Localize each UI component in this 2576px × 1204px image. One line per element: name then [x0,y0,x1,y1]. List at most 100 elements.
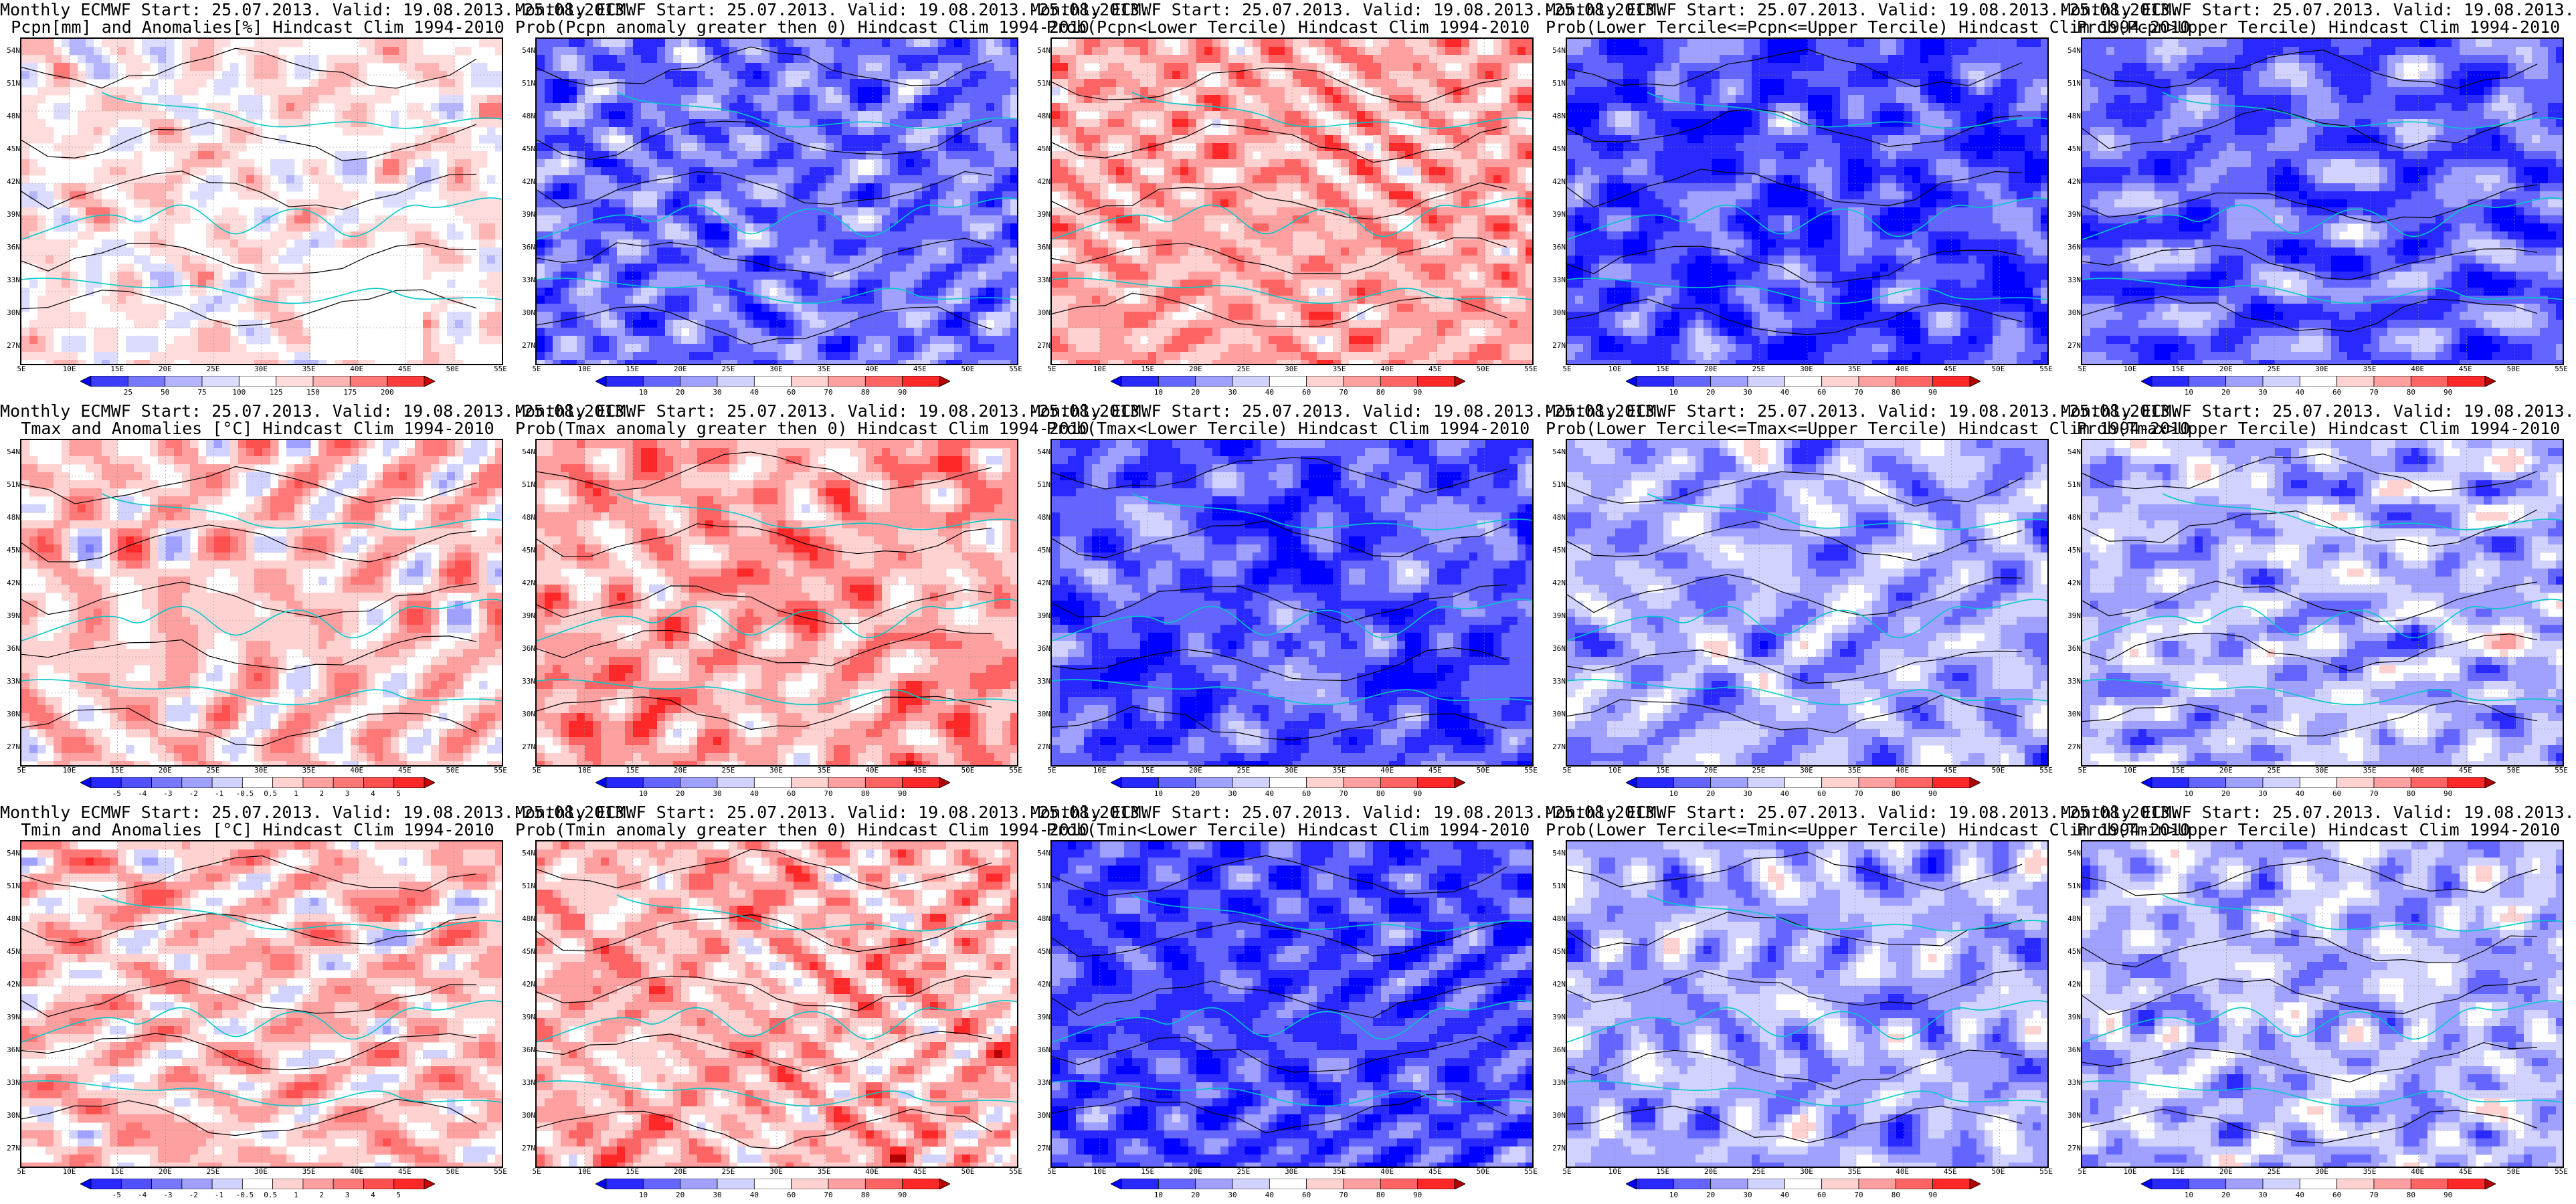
longitude-label: 45E [913,1168,927,1176]
map-panel: Monthly ECMWF Start: 25.07.2013. Valid: … [1546,401,2190,803]
latitude-label: 33N [1030,276,1050,284]
panel-title-line2: Tmin and Anomalies [°C] Hindcast Clim 19… [0,821,515,839]
longitude-label: 30E [1285,1168,1298,1176]
color-bar-tick-label: 10 [1669,389,1678,397]
longitude-label: 30E [769,365,783,373]
longitude-label: 45E [2459,767,2472,775]
latitude-label: 48N [1030,514,1050,522]
longitude-label: 45E [1429,1168,1442,1176]
color-bar-tick-label: 40 [2296,1191,2304,1199]
longitude-label: 30E [1800,365,1813,373]
color-bar-swatches [1626,1179,1981,1189]
longitude-label: 30E [254,767,268,775]
latitude-label: 39N [1030,1013,1050,1021]
latitude-label: 27N [2061,743,2081,751]
latitude-label: 30N [2061,710,2081,718]
longitude-label: 55E [1524,1168,1538,1176]
color-bar-tick-label: 80 [1892,790,1900,798]
longitude-label: 15E [110,1168,124,1176]
latitude-label: 30N [2061,309,2081,317]
longitude-label: 10E [1608,365,1622,373]
longitude-label: 25E [1752,1168,1765,1176]
longitude-label: 10E [1093,365,1107,373]
longitude-label: 25E [2267,767,2280,775]
color-bar-tick-label: 60 [1302,790,1311,798]
longitude-label: 20E [1704,767,1718,775]
color-bar [1626,777,1981,788]
longitude-label: 30E [254,365,268,373]
map-area [535,840,1018,1168]
color-bar-tick-label: 0.5 [264,1191,277,1199]
color-bar-tick-label: -0.5 [236,790,254,798]
color-bar-tick-label: 40 [1265,389,1274,397]
longitude-label: 25E [206,1168,219,1176]
longitude-label: 55E [2555,1168,2568,1176]
longitude-label: 10E [2124,365,2137,373]
latitude-label: 33N [515,1079,535,1087]
map-area [535,439,1018,767]
latitude-label: 54N [1546,849,1566,858]
color-bar-tick-label: 60 [1817,389,1826,397]
longitude-label: 40E [865,767,879,775]
color-bar-tick-label: 30 [713,790,721,798]
longitude-label: 50E [1991,365,2005,373]
color-bar-tick-label: 1 [294,790,298,798]
color-bar-tick-label: 40 [750,790,759,798]
longitude-label: 35E [1333,767,1346,775]
latitude-label: 33N [0,1079,20,1087]
latitude-label: 30N [0,710,20,718]
latitude-label: 51N [0,882,20,890]
longitude-label: 15E [626,1168,639,1176]
latitude-label: 27N [1546,743,1566,751]
latitude-label: 39N [0,612,20,620]
longitude-label: 10E [1093,767,1107,775]
longitude-label: 25E [206,365,219,373]
latitude-label: 54N [1030,849,1050,858]
color-bar-tick-label: 80 [861,790,870,798]
color-bar-tick-label: 80 [1892,1191,1900,1199]
latitude-label: 42N [1030,579,1050,587]
longitude-label: 50E [2506,365,2520,373]
longitude-label: 50E [446,365,459,373]
panel-title-line2: Prob(Tmax anomaly greater then 0) Hindca… [515,420,1089,437]
map-area [2081,439,2564,767]
latitude-label: 27N [515,342,535,350]
color-bar-tick-label: -3 [163,1191,172,1199]
longitude-label: 45E [2459,365,2472,373]
map-panel: Monthly ECMWF Start: 25.07.2013. Valid: … [0,401,634,803]
longitude-label: 55E [1524,365,1538,373]
longitude-label: 40E [1896,365,1909,373]
color-bar [1626,1179,1981,1189]
longitude-label: 10E [578,767,591,775]
color-bar-tick-label: 20 [1191,790,1200,798]
longitude-label: 55E [2555,767,2568,775]
longitude-label: 20E [2219,1168,2233,1176]
longitude-label: 55E [2039,365,2053,373]
color-bar-tick-label: 70 [1339,1191,1348,1199]
color-bar-labels: 10 20 30 40 60 70 80 90 [1111,389,1465,398]
color-bar-tick-label: 10 [639,1191,648,1199]
latitude-label: 48N [0,514,20,522]
panel-title-line2: Prob(Lower Tercile<=Tmax<=Upper Tercile)… [1546,420,2190,437]
panel-title-line1: Monthly ECMWF Start: 25.07.2013. Valid: … [1030,403,1665,420]
longitude-label: 15E [110,365,124,373]
latitude-label: 51N [1546,481,1566,489]
color-bar [2141,376,2496,387]
map-area [2081,840,2564,1168]
color-bar-tick-label: 25 [124,389,132,397]
latitude-label: 30N [515,309,535,317]
color-bar-tick-label: 20 [1706,389,1715,397]
latitude-label: 54N [0,849,20,858]
panel-title-line2: Prob(Pcpn<Lower Tercile) Hindcast Clim 1… [1030,19,1546,36]
panel-title-line1: Monthly ECMWF Start: 25.07.2013. Valid: … [2061,1,2576,19]
map-area [535,37,1018,365]
longitude-label: 50E [446,1168,459,1176]
longitude-label: 40E [350,365,363,373]
panel-title-line1: Monthly ECMWF Start: 25.07.2013. Valid: … [0,804,634,821]
latitude-label: 54N [1030,448,1050,456]
latitude-label: 33N [0,678,20,686]
longitude-label: 55E [1524,767,1538,775]
color-bar-swatches [595,777,950,788]
latitude-label: 36N [1546,645,1566,653]
color-bar-swatches [80,1179,435,1189]
